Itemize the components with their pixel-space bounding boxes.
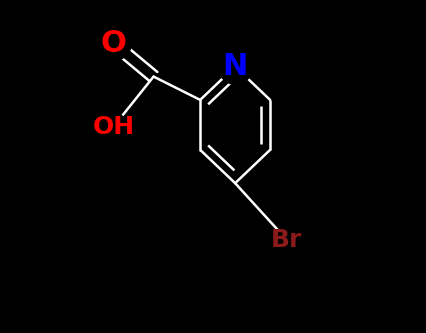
Text: OH: OH	[92, 115, 134, 139]
Text: N: N	[222, 52, 247, 81]
Text: O: O	[101, 29, 126, 58]
Text: Br: Br	[271, 228, 302, 252]
